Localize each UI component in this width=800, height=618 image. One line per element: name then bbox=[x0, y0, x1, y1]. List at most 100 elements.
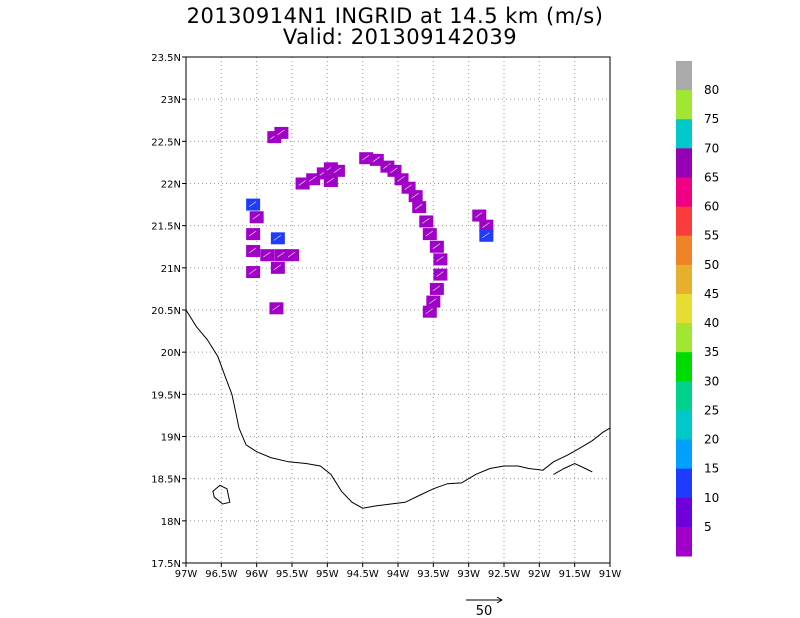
wind-vector bbox=[372, 156, 381, 163]
colorbar-swatch bbox=[676, 323, 692, 353]
wind-vector bbox=[248, 230, 257, 237]
y-tick-label: 19N bbox=[161, 433, 181, 444]
wind-vector bbox=[333, 167, 342, 174]
wind-vector bbox=[326, 177, 335, 184]
reference-vector: 50 bbox=[466, 596, 503, 618]
wind-vector bbox=[273, 234, 282, 241]
x-axis-ticks: 97W 96.5W 96W 95.5W 95W 94.5W 94W 93.5W 93W 92.5W… bbox=[175, 563, 622, 580]
colorbar-label: 10 bbox=[704, 491, 719, 505]
colorbar-label: 35 bbox=[704, 345, 719, 359]
x-tick-label: 95.5W bbox=[276, 569, 308, 580]
colorbar-swatch bbox=[676, 526, 692, 557]
colorbar-swatch bbox=[676, 206, 692, 237]
colorbar-label: 55 bbox=[704, 229, 719, 243]
wind-vector bbox=[475, 212, 483, 218]
grid-lines bbox=[186, 57, 610, 563]
wind-cell bbox=[359, 152, 374, 165]
wind-cell bbox=[422, 305, 437, 318]
colorbar-label: 60 bbox=[704, 200, 719, 214]
wind-vector bbox=[432, 285, 441, 292]
y-tick-label: 19.5N bbox=[151, 390, 181, 401]
x-tick-label: 91W bbox=[599, 569, 622, 580]
x-tick-label: 96W bbox=[245, 569, 268, 580]
x-tick-label: 94W bbox=[387, 569, 410, 580]
colorbar-swatch bbox=[676, 235, 692, 266]
wind-vector bbox=[263, 251, 271, 258]
wind-vector bbox=[397, 175, 405, 182]
colorbar-swatch bbox=[676, 293, 692, 324]
wind-cell bbox=[429, 240, 444, 253]
reference-vector-arrowhead bbox=[496, 596, 503, 604]
colorbar-swatch bbox=[676, 381, 692, 411]
y-tick-label: 21N bbox=[161, 264, 181, 275]
chart-subtitle: Valid: 201309142039 bbox=[282, 25, 518, 49]
colorbar-swatch bbox=[676, 439, 692, 470]
wind-cell bbox=[270, 232, 285, 245]
wind-cell bbox=[426, 295, 441, 308]
colorbar-label: 65 bbox=[704, 170, 719, 184]
data-cells bbox=[246, 126, 494, 318]
y-tick-label: 23N bbox=[161, 95, 181, 106]
wind-vector bbox=[482, 232, 490, 239]
colorbar-swatch bbox=[676, 497, 692, 528]
wind-vector bbox=[272, 304, 280, 311]
x-tick-label: 92W bbox=[528, 569, 551, 580]
wind-cell bbox=[479, 219, 494, 232]
wind-cell bbox=[479, 229, 494, 242]
wind-cell bbox=[246, 228, 261, 241]
wind-cell bbox=[246, 198, 261, 211]
x-tick-label: 95W bbox=[316, 569, 339, 580]
y-tick-label: 22.5N bbox=[151, 137, 181, 148]
x-tick-label: 96.5W bbox=[205, 569, 237, 580]
colorbar-swatch bbox=[676, 90, 692, 120]
wind-cell bbox=[260, 249, 275, 262]
wind-vector bbox=[429, 298, 437, 304]
colorbar-label: 45 bbox=[704, 287, 719, 301]
colorbar-swatch bbox=[676, 177, 692, 208]
colorbar-swatch bbox=[676, 119, 692, 149]
wind-vector bbox=[308, 175, 317, 182]
colorbar-swatch bbox=[676, 264, 692, 295]
wind-vector bbox=[390, 167, 398, 174]
colorbar-swatch bbox=[676, 352, 692, 382]
wind-vector bbox=[425, 230, 434, 237]
wind-cell bbox=[323, 174, 338, 187]
colorbar-swatch bbox=[676, 410, 692, 441]
colorbar: 5 10 15 20 25 30 35 40 45 50 55 60 65 70 75 80 bbox=[676, 61, 719, 557]
y-axis-ticks: 17.5N 18N 18.5N 19N 19.5N 20N 20.5N 21N 21.5N 22N… bbox=[151, 53, 186, 570]
chart-title: 20130914N1 INGRID at 14.5 km (m/s) bbox=[186, 4, 604, 28]
wind-cell bbox=[419, 215, 434, 228]
colorbar-label: 70 bbox=[704, 141, 719, 155]
colorbar-label: 25 bbox=[704, 403, 719, 417]
x-tick-label: 93.5W bbox=[417, 569, 449, 580]
y-tick-label: 22N bbox=[161, 180, 181, 191]
lagoon-outline bbox=[553, 462, 593, 475]
wind-cell bbox=[246, 244, 261, 257]
x-tick-label: 92.5W bbox=[488, 569, 520, 580]
colorbar-label: 75 bbox=[704, 112, 719, 126]
y-tick-label: 18N bbox=[161, 517, 181, 528]
coastline bbox=[185, 309, 611, 509]
wind-vector bbox=[422, 218, 430, 224]
wind-cell bbox=[369, 153, 384, 166]
wind-cell bbox=[285, 249, 299, 262]
x-tick-label: 93W bbox=[457, 569, 480, 580]
wind-vector bbox=[425, 308, 434, 315]
wind-vector bbox=[361, 154, 370, 161]
colorbar-label: 5 bbox=[704, 520, 712, 534]
wind-cell bbox=[472, 209, 487, 222]
wind-cell bbox=[270, 261, 285, 274]
wind-cell bbox=[306, 173, 321, 186]
wind-vector bbox=[411, 192, 419, 199]
wind-vector bbox=[432, 243, 441, 250]
colorbar-swatch bbox=[676, 468, 692, 499]
wind-vector bbox=[277, 129, 285, 136]
wind-vector bbox=[277, 251, 285, 258]
colorbar-label: 30 bbox=[704, 374, 719, 388]
wind-cell bbox=[269, 302, 284, 315]
wind-vector bbox=[248, 247, 257, 254]
y-tick-label: 17.5N bbox=[151, 559, 181, 570]
y-tick-label: 20.5N bbox=[151, 306, 181, 317]
wind-vector bbox=[287, 251, 296, 258]
